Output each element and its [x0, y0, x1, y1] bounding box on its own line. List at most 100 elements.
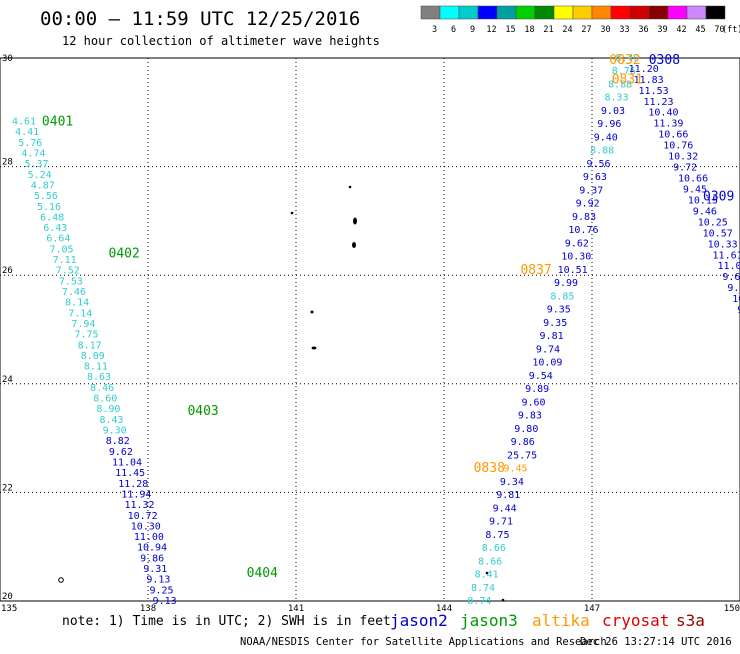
chart-title: 00:00 – 11:59 UTC 12/25/2016: [40, 8, 360, 30]
color-swatch: [610, 5, 631, 20]
color-swatch: [515, 5, 536, 20]
color-scale-label: 27: [581, 25, 591, 35]
wave-height-value: 5.24: [28, 170, 52, 181]
wave-height-value: 9.31: [143, 564, 167, 575]
wave-height-value: 9.37: [579, 185, 603, 196]
wave-height-value: 9.46: [727, 283, 740, 294]
wave-height-value: 9.35: [543, 318, 567, 329]
pass-time-label: 0401: [42, 115, 73, 130]
wave-height-value: 9.60: [521, 397, 545, 408]
wave-height-value: 11.00: [134, 532, 164, 543]
pass-time-label: 0832: [609, 53, 640, 68]
x-tick-label: 147: [584, 604, 600, 614]
wave-height-value: 7.46: [62, 287, 86, 298]
wave-height-value: 6.43: [43, 223, 67, 234]
satellite-legend-jason2: jason2: [390, 611, 448, 630]
wave-height-value: 9.83: [572, 212, 596, 223]
x-axis-tick-labels: 135 138 141 144 147 150: [1, 604, 740, 614]
wave-height-value: 10.25: [732, 294, 740, 305]
wave-height-value: 9.99: [554, 278, 578, 289]
wave-height-value: 7.05: [49, 244, 73, 255]
island-marker: [353, 217, 357, 225]
wave-height-value: 8.74: [471, 583, 495, 594]
wave-height-value: 8.14: [65, 298, 89, 309]
pass-time-labels: 0401 0402 0403 0404 0308 0309 0837 0838 0832 0831: [42, 53, 734, 581]
wave-height-value: 11.01: [717, 261, 740, 272]
wave-height-value: 9.54: [529, 371, 553, 382]
wave-height-value: 10.94: [137, 543, 167, 554]
island-marker: [290, 211, 294, 215]
color-scale-label: 3: [432, 25, 437, 35]
chart-subtitle: 12 hour collection of altimeter wave hei…: [62, 34, 380, 48]
color-scale-label: 39: [657, 25, 667, 35]
wave-height-value: 9.63: [737, 305, 740, 316]
wave-height-value: 5.76: [18, 138, 42, 149]
wave-height-value: 10.30: [561, 252, 591, 263]
pass-time-label: 0308: [649, 53, 680, 68]
wave-height-value: 9.92: [576, 199, 600, 210]
wave-height-value: 8.90: [96, 404, 120, 415]
y-tick-label: 20: [2, 592, 13, 602]
wave-height-value: 4.87: [31, 180, 55, 191]
wave-height-value: 5.37: [24, 159, 48, 170]
wave-height-value: 9.83: [518, 411, 542, 422]
pass-time-label: 0403: [187, 404, 218, 419]
wave-height-value: 11.94: [121, 489, 151, 500]
color-swatch: [477, 5, 498, 20]
wave-height-value: 7.75: [74, 330, 98, 341]
wave-height-value: 9.13: [146, 575, 170, 586]
grid-lines: [0, 58, 740, 601]
color-scale-label: 33: [619, 25, 629, 35]
island-marker: [311, 346, 317, 350]
wave-height-value: 8.09: [81, 351, 105, 362]
wave-height-value: 11.20: [629, 64, 659, 75]
wave-height-value: 11.39: [653, 119, 683, 130]
color-scale-label: 21: [543, 25, 553, 35]
color-scale-label: 6: [451, 25, 456, 35]
y-axis-tick-labels: 30 28 26 24 22 20: [2, 54, 13, 602]
wave-height-value: 9.74: [536, 344, 560, 355]
satellite-legend-altika: altika: [532, 611, 590, 630]
plot-area: 4.614.415.764.745.375.244.875.565.166.48…: [0, 53, 740, 607]
color-swatch: [591, 5, 612, 20]
color-swatch: [420, 5, 441, 20]
wave-height-value: 8.17: [78, 340, 102, 351]
footer-note: note: 1) Time is in UTC; 2) SWH is in fe…: [62, 614, 391, 629]
wave-height-value: 7.14: [68, 308, 92, 319]
color-swatch: [686, 5, 707, 20]
island-marker: [501, 598, 505, 602]
wave-height-value: 9.25: [149, 585, 173, 596]
color-scale-label: 12: [486, 25, 496, 35]
wave-height-value: 8.40: [615, 53, 639, 64]
wave-height-value: 10.30: [131, 521, 161, 532]
wave-height-value: 9.13: [153, 596, 177, 607]
color-swatch: [648, 5, 669, 20]
wave-height-value: 9.86: [140, 553, 164, 564]
wave-height-value: 10.33: [708, 239, 738, 250]
wave-height-value: 8.60: [93, 394, 117, 405]
color-scale-unit: (ft): [722, 25, 740, 35]
wave-height-value: 9.68: [722, 272, 740, 283]
wave-height-value: 11.28: [118, 479, 148, 490]
wave-height-value: 6.64: [46, 234, 70, 245]
pass-time-label: 0837: [520, 263, 551, 278]
wave-height-value: 8.66: [482, 543, 506, 554]
wave-height-value: 9.80: [514, 424, 538, 435]
color-scale-label: 45: [695, 25, 705, 35]
color-scale-label: 24: [562, 25, 572, 35]
pass-time-label: 0404: [247, 566, 278, 581]
island-marker: [58, 577, 64, 583]
wave-height-value: 7.52: [56, 266, 80, 277]
wave-height-value: 4.41: [15, 127, 39, 138]
wave-height-value: 25.75: [507, 450, 537, 461]
wave-height-value: 8.88: [608, 79, 632, 90]
wave-height-value: 10.15: [688, 195, 718, 206]
pass-time-label: 0831: [612, 73, 643, 88]
wave-height-value: 5.56: [34, 191, 58, 202]
wave-height-value: 9.81: [496, 490, 520, 501]
wave-height-value: 8.63: [87, 372, 111, 383]
color-swatch: [458, 5, 479, 20]
x-tick-label: 135: [1, 604, 17, 614]
wave-height-value: 8.75: [485, 530, 509, 541]
wave-height-value: 11.61: [713, 250, 740, 261]
